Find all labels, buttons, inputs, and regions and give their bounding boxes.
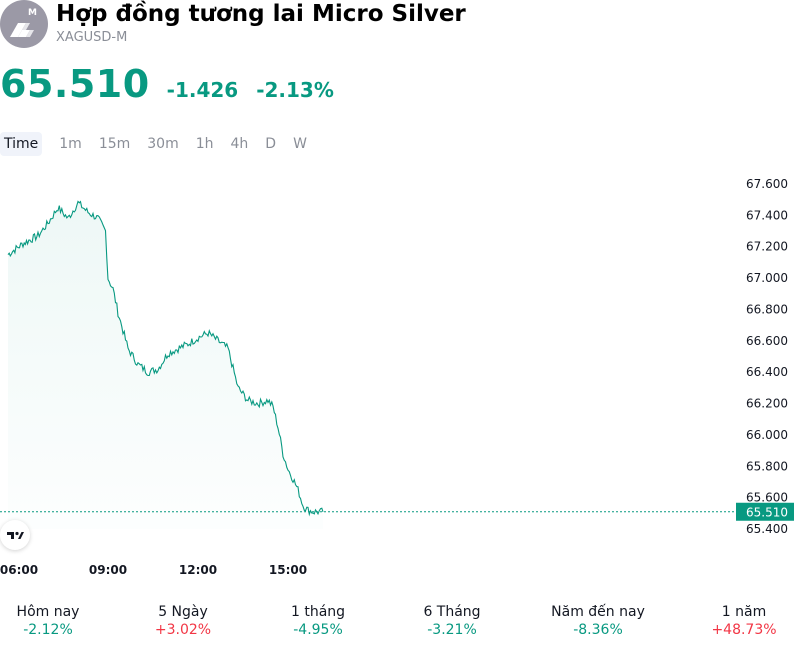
- x-tick-label: 06:00: [0, 563, 38, 577]
- perf-1y[interactable]: 1 năm +48.73%: [711, 604, 776, 638]
- y-tick-label: 66.400: [746, 365, 788, 379]
- perf-today[interactable]: Hôm nay -2.12%: [17, 604, 80, 638]
- price-change-percent: -2.13%: [256, 78, 334, 102]
- y-tick-label: 65.800: [746, 459, 788, 473]
- silver-bars-icon: [10, 23, 34, 37]
- perf-5d[interactable]: 5 Ngày +3.02%: [155, 604, 211, 638]
- tab-15m[interactable]: 15m: [98, 136, 131, 152]
- ticker-symbol: XAGUSD-M: [56, 30, 128, 45]
- perf-6m[interactable]: 6 Tháng -3.21%: [423, 604, 480, 638]
- x-tick-label: 15:00: [269, 563, 307, 577]
- y-tick-label: 67.000: [746, 271, 788, 285]
- timeframe-tabs: Time 1m 15m 30m 1h 4h D W: [0, 132, 316, 156]
- y-tick-label: 67.600: [746, 177, 788, 191]
- price-line: [7, 200, 324, 517]
- tradingview-icon: [7, 531, 24, 539]
- perf-value: +48.73%: [711, 622, 777, 638]
- perf-value: -2.12%: [23, 622, 73, 638]
- tab-1m[interactable]: 1m: [59, 136, 82, 152]
- perf-value: -8.36%: [573, 622, 623, 638]
- x-tick-label: 09:00: [89, 563, 127, 577]
- tab-time[interactable]: Time: [0, 132, 43, 156]
- y-tick-label: 67.400: [746, 208, 788, 222]
- perf-value: -3.21%: [427, 622, 477, 638]
- price-change: -1.426: [166, 78, 239, 102]
- last-price-label: 65.510: [736, 502, 794, 521]
- tab-30m[interactable]: 30m: [147, 136, 179, 152]
- tab-d[interactable]: D: [265, 136, 277, 152]
- y-tick-label: 66.000: [746, 428, 788, 442]
- page-title: Hợp đồng tương lai Micro Silver: [56, 1, 466, 27]
- perf-label: 5 Ngày: [158, 604, 208, 620]
- tab-4h[interactable]: 4h: [230, 136, 249, 152]
- x-axis: 06:00 09:00 12:00 15:00: [0, 563, 307, 577]
- perf-label: Hôm nay: [16, 604, 80, 620]
- last-price: 65.510: [0, 62, 150, 106]
- y-axis: 67.600 67.400 67.200 67.000 66.800 66.600 66.4…: [746, 177, 788, 536]
- price-chart[interactable]: 67.600 67.400 67.200 67.000 66.800 66.600 66.4…: [0, 0, 800, 590]
- symbol-logo: M: [0, 0, 48, 48]
- perf-value: +3.02%: [154, 622, 212, 638]
- perf-label: Năm đến nay: [551, 604, 645, 620]
- y-tick-label: 65.600: [746, 491, 788, 505]
- perf-label: 6 Tháng: [423, 604, 481, 620]
- y-tick-label: 66.600: [746, 334, 788, 348]
- perf-label: 1 năm: [721, 604, 767, 620]
- tab-w[interactable]: W: [293, 136, 307, 152]
- perf-ytd[interactable]: Năm đến nay -8.36%: [551, 604, 645, 638]
- perf-label: 1 tháng: [290, 604, 346, 620]
- perf-1m[interactable]: 1 tháng -4.95%: [291, 604, 345, 638]
- y-tick-label: 65.400: [746, 522, 788, 536]
- logo-badge: M: [28, 8, 37, 18]
- tab-1h[interactable]: 1h: [195, 136, 214, 152]
- price-area: [8, 201, 323, 529]
- tradingview-logo[interactable]: [0, 520, 30, 550]
- y-tick-label: 66.800: [746, 302, 788, 316]
- y-tick-label: 67.200: [746, 240, 788, 254]
- quote-row: 65.510 -1.426 -2.13%: [0, 62, 334, 106]
- y-tick-label: 66.200: [746, 397, 788, 411]
- perf-value: -4.95%: [293, 622, 343, 638]
- last-price-label-text: 65.510: [746, 505, 788, 519]
- x-tick-label: 12:00: [179, 563, 217, 577]
